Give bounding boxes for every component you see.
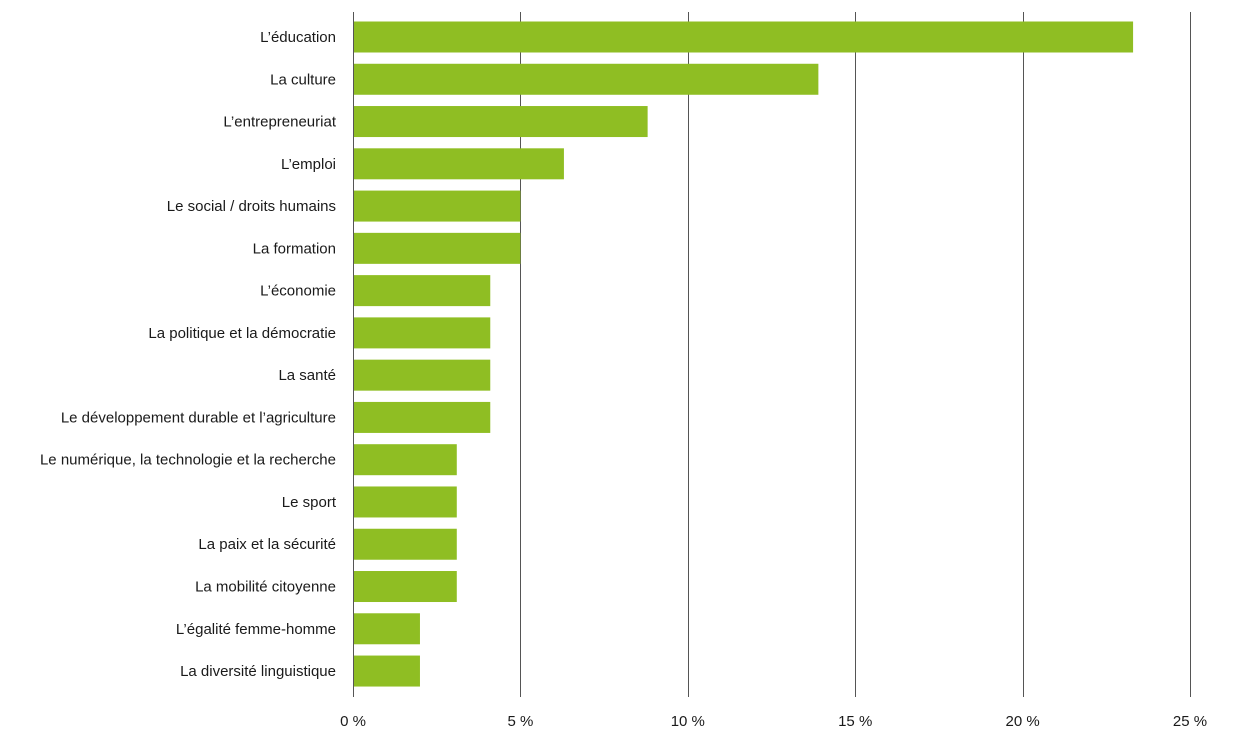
category-labels: L’éducation La culture L’entrepreneuriat L’…	[40, 29, 337, 680]
category-label: La formation	[253, 240, 336, 257]
category-label: La politique et la démocratie	[148, 325, 336, 342]
bar	[354, 486, 457, 518]
category-label: Le numérique, la technologie et la reche…	[40, 452, 336, 469]
category-label: La diversité linguistique	[180, 663, 336, 680]
x-tick-label: 25 %	[1173, 713, 1207, 730]
bar	[354, 63, 819, 95]
bar	[354, 232, 521, 264]
bar	[354, 444, 457, 476]
x-tick-label: 0 %	[340, 713, 366, 730]
category-label: Le social / droits humains	[167, 198, 336, 215]
category-label: La santé	[278, 367, 336, 384]
x-tick-label: 20 %	[1005, 713, 1039, 730]
bar	[354, 190, 521, 222]
bar	[354, 359, 491, 391]
bars	[354, 21, 1134, 687]
x-axis-tick-labels: 0 % 5 % 10 % 15 % 20 % 25 %	[340, 713, 1207, 730]
x-tick-label: 10 %	[671, 713, 705, 730]
category-label: L’égalité femme-homme	[176, 621, 336, 638]
bar	[354, 528, 457, 560]
bar	[354, 613, 420, 645]
category-label: L’emploi	[281, 156, 336, 173]
x-tick-label: 5 %	[507, 713, 533, 730]
bar	[354, 571, 457, 603]
x-tick-label: 15 %	[838, 713, 872, 730]
bar	[354, 275, 491, 307]
category-label: La culture	[270, 71, 336, 88]
bar	[354, 106, 648, 138]
category-label: Le sport	[282, 494, 337, 511]
bar	[354, 317, 491, 349]
bar	[354, 655, 420, 687]
category-label: La paix et la sécurité	[198, 536, 336, 553]
category-label: L’entrepreneuriat	[223, 114, 336, 131]
bar	[354, 401, 491, 433]
bar	[354, 148, 564, 180]
category-label: L’éducation	[260, 29, 336, 46]
bar	[354, 21, 1134, 53]
category-label: La mobilité citoyenne	[195, 579, 336, 596]
category-label: Le développement durable et l’agricultur…	[61, 409, 336, 426]
category-label: L’économie	[260, 283, 336, 300]
